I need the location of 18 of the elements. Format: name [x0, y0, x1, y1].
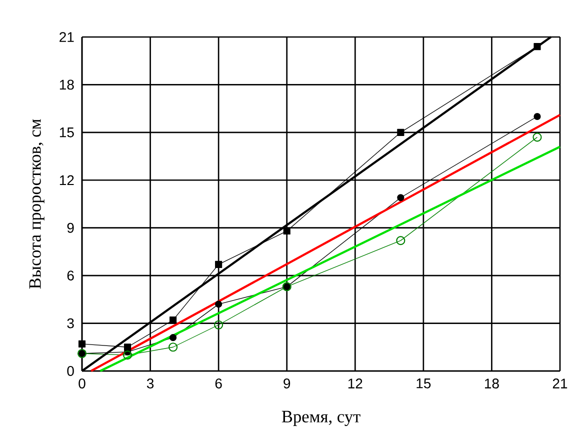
- y-tick-label: 3: [67, 318, 74, 328]
- x-axis-title: Время, сут: [282, 410, 360, 426]
- y-tick-label: 12: [60, 175, 74, 186]
- y-tick-label: 9: [67, 222, 74, 233]
- x-tick-label: 9: [284, 378, 290, 388]
- x-tick-label: 3: [146, 378, 154, 388]
- x-tick-label: 18: [484, 378, 499, 388]
- y-tick-label: 15: [60, 128, 74, 138]
- y-tick-label: 6: [67, 270, 74, 281]
- x-tick-label: 12: [348, 378, 362, 388]
- y-tick-label: 21: [60, 32, 74, 42]
- x-tick-label: 6: [215, 378, 222, 388]
- x-tick-label: 0: [78, 378, 86, 388]
- y-tick-label: 18: [60, 80, 74, 90]
- x-tick-label: 21: [552, 378, 568, 388]
- y-tick-label: 0: [67, 366, 74, 376]
- x-tick-label: 15: [416, 378, 431, 388]
- y-axis-title: Высота проростков, см: [29, 119, 44, 289]
